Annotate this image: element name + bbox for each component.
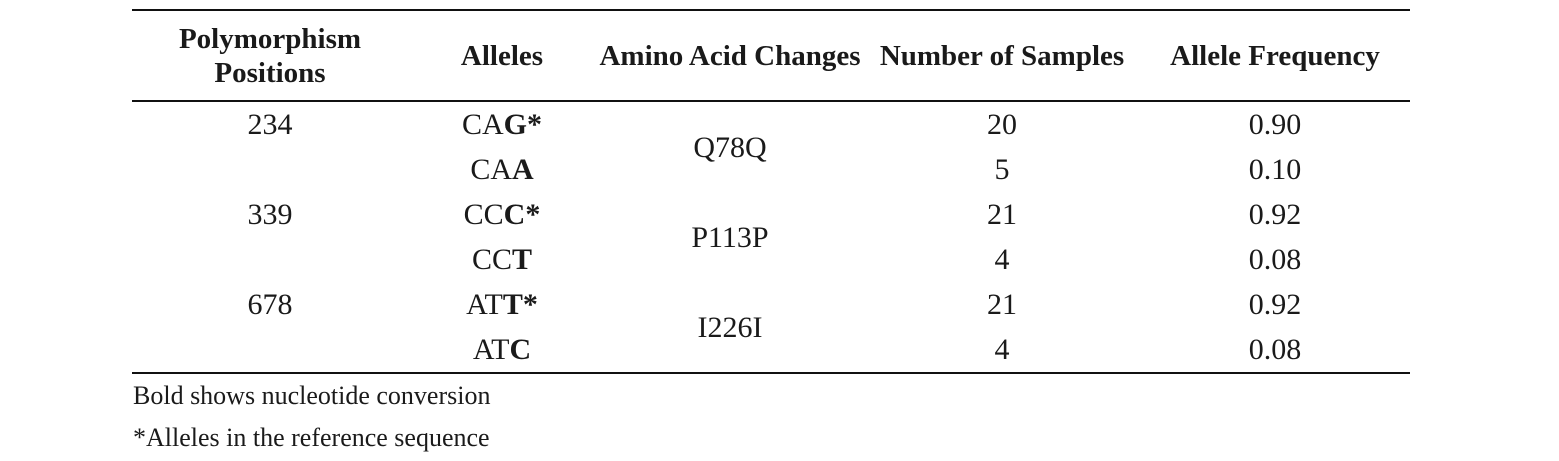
table-row: ATC 4 0.08 (132, 327, 1410, 373)
allele-bold-base: T* (502, 288, 538, 321)
frequency-cell: 0.92 (1248, 198, 1302, 231)
column-header: Number of Samples (879, 39, 1125, 72)
column-header: Polymorphism Positions (178, 22, 362, 89)
allele-cell: ATC (408, 327, 596, 373)
allele-bold-base: T (512, 243, 533, 276)
header-row: Polymorphism Positions Alleles Amino Acid … (132, 10, 1410, 101)
allele-base: CC (463, 198, 504, 231)
allele-bold-base: A (512, 153, 534, 186)
empty-cell (132, 327, 408, 373)
frequency-cell: 0.92 (1248, 288, 1302, 321)
allele-cell: CCC* (408, 192, 596, 237)
position-cell: 678 (247, 288, 293, 321)
amino-acid-cell: I226I (697, 310, 763, 344)
frequency-cell: 0.90 (1248, 108, 1302, 141)
samples-cell: 20 (987, 108, 1017, 141)
table-header: Polymorphism Positions Alleles Amino Acid … (132, 10, 1410, 101)
frequency-cell: 0.08 (1248, 333, 1302, 366)
empty-cell (132, 147, 408, 192)
allele-base: CA (470, 153, 512, 186)
table-body: 234 CAG* Q78Q 20 0.90 CAA 5 0.10 339 CCC* P113P 21 0… (132, 101, 1410, 373)
amino-acid-cell: Q78Q (693, 130, 767, 164)
samples-cell: 4 (994, 243, 1010, 276)
allele-bold-base: C (509, 333, 532, 366)
frequency-cell: 0.10 (1248, 153, 1302, 186)
table-row: 234 CAG* Q78Q 20 0.90 (132, 101, 1410, 164)
allele-cell: CCT (408, 237, 596, 282)
allele-base: AT (466, 288, 503, 321)
allele-bold-base: C* (503, 198, 541, 231)
data-table: Polymorphism Positions Alleles Amino Acid … (132, 9, 1410, 374)
position-cell: 234 (247, 108, 293, 141)
position-cell: 339 (247, 198, 293, 231)
empty-cell (132, 237, 408, 282)
samples-cell: 21 (987, 198, 1017, 231)
note: Bold shows nucleotide conversion (133, 381, 491, 410)
samples-cell: 5 (994, 153, 1010, 186)
amino-acid-cell: P113P (691, 220, 769, 254)
allele-cell: CAG* (408, 101, 596, 147)
table-row: CCT 4 0.08 (132, 237, 1410, 282)
table-row: 678 ATT* I226I 21 0.92 (132, 282, 1410, 344)
allele-base: CC (471, 243, 512, 276)
allele-bold-base: G* (503, 108, 543, 141)
column-header: Alleles (460, 39, 544, 72)
allele-base: AT (472, 333, 510, 366)
column-header: Allele Frequency (1170, 39, 1380, 72)
table-row: 339 CCC* P113P 21 0.92 (132, 192, 1410, 254)
frequency-cell: 0.08 (1248, 243, 1302, 276)
samples-cell: 4 (994, 333, 1010, 366)
samples-cell: 21 (987, 288, 1017, 321)
table-row: CAA 5 0.10 (132, 147, 1410, 192)
note: *Alleles in the reference sequence (133, 423, 490, 452)
allele-base: CA (461, 108, 504, 141)
column-header: Amino Acid Changes (599, 39, 861, 72)
allele-cell: ATT* (408, 282, 596, 327)
allele-cell: CAA (408, 147, 596, 192)
